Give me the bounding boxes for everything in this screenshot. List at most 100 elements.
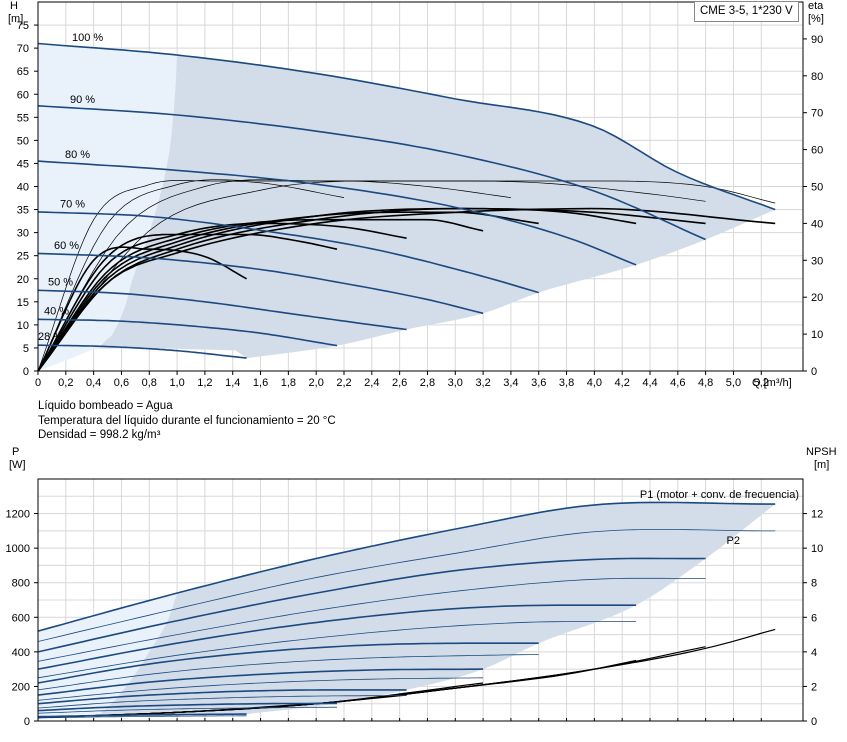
y-tick-label: 75 — [17, 20, 29, 32]
p1-curve — [37, 668, 484, 696]
head-x-ticks: 0 0,2 0,4 0,6 0,8 1,0 1,2 1,4 1,6 1,8 2,0 2,2 2,4 2,6… — [35, 371, 769, 389]
head-curve-label: 80 % — [65, 149, 90, 161]
x-tick-label: 3,6 — [531, 377, 546, 389]
head-efficiency-chart: 100 % 90 % 80 % 70 % 60 % 50 % 40 % 28 % 0 0,2 0,4… — [8, 0, 824, 389]
x-tick-label: 4,4 — [642, 377, 657, 389]
x-tick-label: 3,4 — [503, 377, 518, 389]
y-tick-label: 10 — [17, 320, 29, 332]
y2-tick-label: 12 — [811, 509, 823, 521]
y2-tick-label: 80 — [811, 71, 823, 83]
y2-tick-label: 10 — [811, 543, 823, 555]
power-y-axis-label: P — [12, 446, 19, 458]
head-curve-label: 90 % — [70, 94, 95, 106]
x-tick-label: 1,0 — [169, 377, 184, 389]
y-tick-label: 5 — [23, 343, 29, 355]
x-axis-label: Q [m³/h] — [752, 377, 792, 389]
y-tick-label: 40 — [17, 182, 29, 194]
p2-curve — [37, 654, 539, 691]
y-tick-label: 50 — [17, 135, 29, 147]
npsh-y-ticks: 0 2 4 6 8 10 12 — [803, 509, 823, 728]
eta-y-ticks: 0 10 20 30 40 50 60 70 80 90 — [803, 34, 823, 378]
head-curve-label: 60 % — [54, 240, 79, 252]
head-curve — [37, 252, 484, 315]
head-curve-label: 40 % — [44, 305, 69, 317]
y2-tick-label: 90 — [811, 34, 823, 46]
y2-axis-label: eta — [808, 0, 824, 12]
head-curves: 100 % 90 % 80 % 70 % 60 % 50 % 40 % 28 % — [37, 32, 776, 359]
p2-curves — [37, 529, 776, 719]
y2-tick-label: 0 — [811, 366, 817, 378]
head-curve-label: 28 % — [38, 331, 63, 343]
y-tick-label: 70 — [17, 43, 29, 55]
y2-tick-label: 50 — [811, 182, 823, 194]
y-tick-label: 35 — [17, 205, 29, 217]
power-plot-frame — [37, 478, 804, 722]
x-tick-label: 0,4 — [86, 377, 101, 389]
x-tick-label: 5,0 — [726, 377, 741, 389]
p2-curve — [37, 529, 776, 642]
npsh-axis-unit: [m] — [814, 459, 829, 471]
p2-curve — [37, 706, 337, 714]
y2-tick-label: 8 — [811, 578, 817, 590]
y2-tick-label: 70 — [811, 108, 823, 120]
power-operating-area — [100, 502, 776, 716]
y-tick-label: 200 — [12, 681, 30, 693]
x-tick-label: 5,2 — [754, 377, 769, 389]
efficiency-curve — [37, 207, 776, 372]
efficiency-curve — [37, 246, 247, 372]
head-curve-label: 100 % — [72, 32, 103, 44]
efficiency-curve — [37, 233, 338, 372]
y-tick-label: 1000 — [6, 543, 30, 555]
y2-tick-label: 40 — [811, 218, 823, 230]
power-y-ticks: 0 200 400 600 800 1000 1200 — [6, 509, 38, 728]
head-curve — [37, 211, 539, 294]
npsh-axis-label: NPSH — [806, 446, 837, 458]
x-tick-label: 4,8 — [698, 377, 713, 389]
operating-area — [100, 55, 776, 359]
y2-tick-label: 0 — [811, 716, 817, 728]
y-tick-label: 45 — [17, 158, 29, 170]
x-tick-label: 0,6 — [114, 377, 129, 389]
x-tick-label: 3,0 — [448, 377, 463, 389]
p2-curve — [37, 695, 407, 709]
efficiency-envelope-curve — [37, 179, 706, 372]
p1-curve — [37, 702, 337, 712]
extended-operating-area — [38, 43, 178, 371]
head-curve — [37, 289, 407, 331]
p1-curve — [37, 642, 539, 684]
x-tick-label: 4,0 — [587, 377, 602, 389]
x-tick-label: 2,0 — [309, 377, 324, 389]
p1-curve — [37, 713, 247, 718]
x-tick-label: 0,2 — [58, 377, 73, 389]
x-tick-label: 2,4 — [364, 377, 379, 389]
y-tick-label: 30 — [17, 228, 29, 240]
p1-curve — [37, 604, 637, 670]
x-tick-label: 3,2 — [475, 377, 490, 389]
y-tick-label: 0 — [23, 366, 29, 378]
y2-tick-label: 10 — [811, 329, 823, 341]
y-axis-unit: [m] — [8, 13, 23, 25]
power-npsh-chart: P1 (motor + conv. de frecuencia)P2020040… — [6, 446, 837, 728]
x-tick-label: 2,2 — [336, 377, 351, 389]
p1-curve — [37, 501, 776, 632]
x-tick-label: 1,4 — [225, 377, 240, 389]
model-label: CME 3-5, 1*230 V — [694, 1, 799, 22]
y-tick-label: 55 — [17, 112, 29, 124]
p2-curve — [37, 577, 706, 662]
y2-tick-label: 30 — [811, 255, 823, 267]
p1-curve — [37, 557, 706, 653]
x-tick-label: 0 — [35, 377, 41, 389]
y-tick-label: 800 — [12, 578, 30, 590]
x-tick-label: 4,2 — [615, 377, 630, 389]
p2-curve — [37, 677, 484, 701]
x-tick-label: 2,6 — [392, 377, 407, 389]
efficiency-envelope-curve — [37, 179, 511, 372]
y-tick-label: 400 — [12, 647, 30, 659]
y-tick-label: 60 — [17, 89, 29, 101]
y-tick-label: 600 — [12, 612, 30, 624]
x-tick-label: 3,8 — [559, 377, 574, 389]
y-tick-label: 20 — [17, 274, 29, 286]
x-tick-label: 1,6 — [253, 377, 268, 389]
x-tick-label: 4,6 — [670, 377, 685, 389]
